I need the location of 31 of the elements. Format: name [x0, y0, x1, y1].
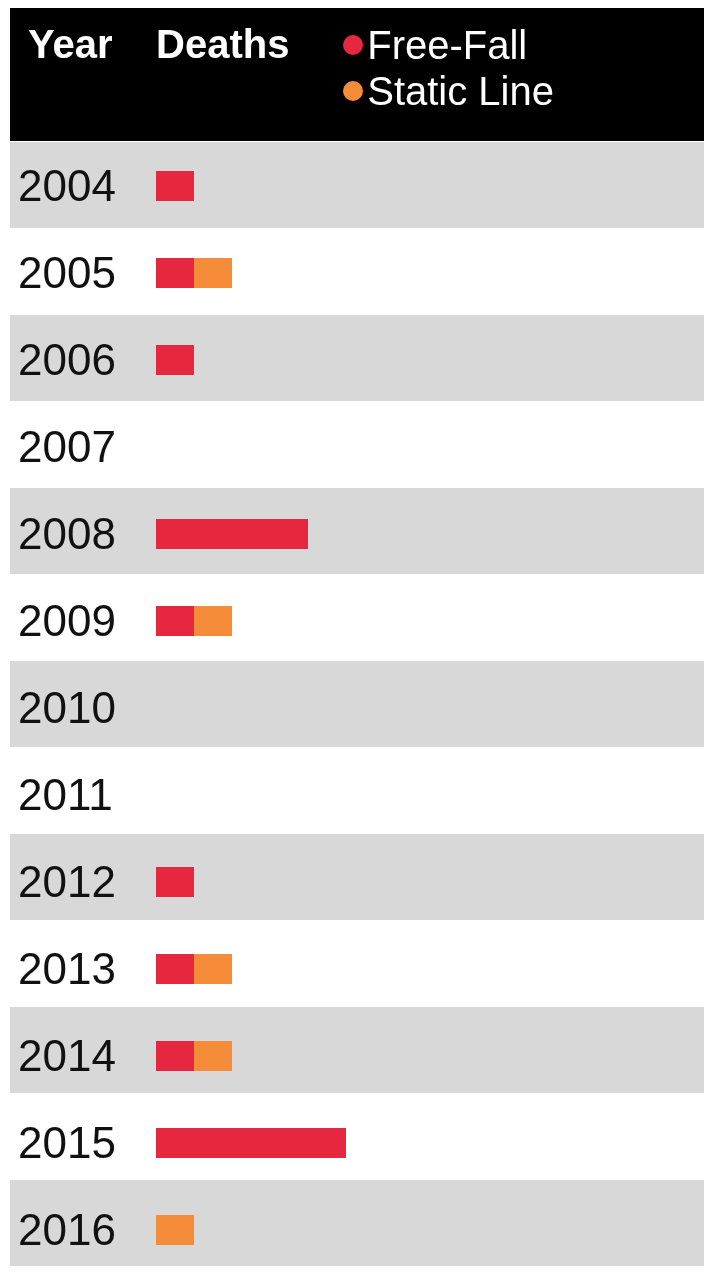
bar [156, 258, 194, 288]
bar [156, 1041, 194, 1071]
y-tick-label: 2016 [18, 1204, 116, 1254]
bar [156, 345, 194, 375]
bar [194, 954, 232, 984]
y-tick-label: 2011 [18, 769, 113, 819]
y-tick-label: 2008 [18, 508, 116, 558]
bar [156, 1128, 346, 1158]
y-tick-label: 2007 [18, 421, 116, 471]
bar [194, 606, 232, 636]
bar [194, 258, 232, 288]
y-axis-title: Year [28, 22, 113, 67]
y-tick-label: 2004 [18, 160, 116, 210]
bar [156, 954, 194, 984]
bar [156, 171, 194, 201]
bar [156, 867, 194, 897]
x-axis-title: Deaths [156, 22, 290, 67]
y-tick-label: 2012 [18, 856, 116, 906]
y-tick-label: 2013 [18, 943, 116, 993]
bar [156, 519, 308, 549]
bar [194, 1041, 232, 1071]
bar [156, 1215, 194, 1245]
legend-label: Free-Fall [367, 22, 528, 68]
y-tick-label: 2015 [18, 1117, 116, 1167]
y-tick-label: 2005 [18, 247, 116, 297]
y-tick-label: 2006 [18, 334, 116, 384]
legend-label: Static Line [367, 68, 554, 114]
y-tick-label: 2010 [18, 682, 116, 732]
y-tick-label: 2009 [18, 595, 116, 645]
bar [156, 606, 194, 636]
y-tick-label: 2014 [18, 1030, 116, 1080]
